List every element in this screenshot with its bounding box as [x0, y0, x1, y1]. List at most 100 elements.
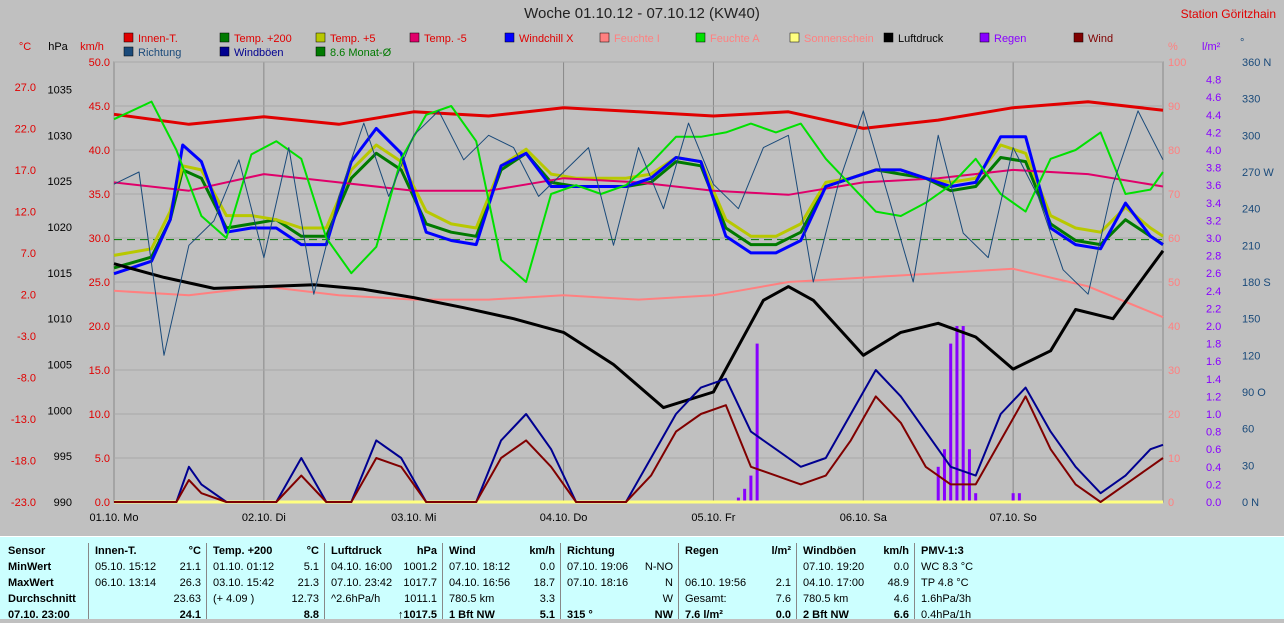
panel-cell: 21.3	[297, 577, 319, 589]
panel-cell: 07.10. 18:12	[449, 561, 511, 573]
tick-rain: 1.2	[1206, 391, 1221, 403]
tick-direction: 300	[1242, 130, 1260, 142]
panel-row: Luftdruck hPa	[325, 543, 443, 559]
axis-unit-temp: °C	[19, 41, 31, 53]
tick-rain: 2.6	[1206, 268, 1221, 280]
tick-wind: 20.0	[89, 321, 110, 333]
panel-cell: 1.6hPa/3h	[921, 593, 972, 605]
tick-humidity: 100	[1168, 57, 1186, 69]
panel-row: 780.5 km 4.6	[797, 591, 915, 607]
tick-rain: 1.0	[1206, 409, 1221, 421]
series-line-feuchte-i	[113, 267, 1164, 319]
tick-wind: 15.0	[89, 365, 110, 377]
tick-rain: 3.4	[1206, 198, 1221, 210]
panel-cell: 23.63	[173, 593, 201, 605]
panel-cell: NW	[654, 609, 673, 621]
tick-wind: 45.0	[89, 101, 110, 113]
tick-day: 05.10. Fr	[691, 512, 735, 524]
panel-col-sensor: Sensor MinWert MaxWert Durchschnitt 07.10. 2…	[0, 543, 88, 621]
tick-rain: 0.6	[1206, 444, 1221, 456]
panel-cell: km/h	[529, 545, 555, 557]
tick-rain: 0.8	[1206, 427, 1221, 439]
tick-temp: 7.0	[21, 248, 36, 260]
tick-direction: 360 N	[1242, 57, 1271, 69]
panel-cell: Gesamt:	[685, 593, 727, 605]
panel-cell: 03.10. 15:42	[213, 577, 275, 589]
series-line-temp-5	[113, 143, 1164, 257]
tick-pressure: 1005	[48, 360, 72, 372]
panel-cell: 07.10. 19:20	[803, 561, 865, 573]
panel-row: 780.5 km 3.3	[443, 591, 561, 607]
panel-row: Regen l/m²	[679, 543, 797, 559]
panel-row: 05.10. 15:12 21.1	[89, 559, 207, 575]
panel-cell: MaxWert	[8, 577, 54, 589]
panel-row: 2 Bft NW 6.6	[797, 607, 915, 623]
rain-bar	[749, 475, 753, 502]
axis-unit-rain: l/m²	[1202, 41, 1221, 53]
tick-rain: 4.0	[1206, 145, 1221, 157]
panel-row: W	[561, 591, 679, 607]
panel-cell: Regen	[685, 545, 719, 557]
tick-humidity: 10	[1168, 453, 1180, 465]
tick-rain: 0.2	[1206, 479, 1221, 491]
legend-swatch	[1073, 32, 1084, 43]
tick-temp: -8.0	[17, 372, 36, 384]
rain-bar	[1011, 493, 1015, 502]
legend-swatch	[219, 32, 230, 43]
legend-label: Sonnenschein	[804, 33, 874, 45]
tick-rain: 3.8	[1206, 163, 1221, 175]
legend-swatch	[695, 32, 706, 43]
panel-cell: 0.0	[775, 609, 791, 621]
tick-direction: 120	[1242, 350, 1260, 362]
panel-cell: Richtung	[567, 545, 615, 557]
tick-wind: 25.0	[89, 277, 110, 289]
rain-bar	[942, 449, 946, 502]
legend-label: Richtung	[138, 47, 181, 59]
tick-rain: 3.2	[1206, 215, 1221, 227]
panel-row	[679, 559, 797, 575]
panel-row: 07.10. 18:12 0.0	[443, 559, 561, 575]
tick-day: 07.10. So	[990, 512, 1037, 524]
rain-bar	[1017, 493, 1021, 502]
tick-humidity: 60	[1168, 233, 1180, 245]
panel-row: Richtung	[561, 543, 679, 559]
tick-direction: 60	[1242, 424, 1254, 436]
panel-row: ^2.6hPa/h 1011.1	[325, 591, 443, 607]
tick-humidity: 40	[1168, 321, 1180, 333]
panel-row: 07.10. 19:06 N-NO	[561, 559, 679, 575]
panel-cell: W	[662, 593, 673, 605]
tick-humidity: 50	[1168, 277, 1180, 289]
chart-title: Woche 01.10.12 - 07.10.12 (KW40)	[524, 5, 760, 22]
tick-day: 06.10. Sa	[840, 512, 888, 524]
tick-pressure: 1000	[48, 405, 72, 417]
panel-cell: 12.73	[291, 593, 319, 605]
tick-rain: 2.2	[1206, 303, 1221, 315]
rain-bar	[974, 493, 978, 502]
legend-label: Regen	[994, 33, 1026, 45]
panel-cell: 04.10. 16:00	[331, 561, 393, 573]
panel-cell: 2.1	[775, 577, 791, 589]
tick-rain: 1.6	[1206, 356, 1221, 368]
tick-pressure: 1035	[48, 85, 72, 97]
tick-rain: 2.0	[1206, 321, 1221, 333]
panel-cell: Wind	[449, 545, 476, 557]
tick-direction: 30	[1242, 460, 1254, 472]
panel-row: 07.10. 19:20 0.0	[797, 559, 915, 575]
legend-label: Windböen	[234, 47, 284, 59]
tick-direction: 330	[1242, 94, 1260, 106]
panel-row: 04.10. 16:56 18.7	[443, 575, 561, 591]
panel-cell: 6.6	[893, 609, 909, 621]
panel-row: PMV-1:3	[915, 543, 1035, 559]
tick-rain: 4.8	[1206, 75, 1221, 87]
tick-humidity: 20	[1168, 409, 1180, 421]
panel-cell: 1017.7	[403, 577, 437, 589]
tick-direction: 210	[1242, 240, 1260, 252]
panel-row: TP 4.8 °C	[915, 575, 1035, 591]
panel-cell: 0.4hPa/1h	[921, 609, 972, 621]
tick-pressure: 990	[54, 497, 72, 509]
tick-rain: 0.0	[1206, 497, 1221, 509]
panel-col-temp200: Temp. +200 °C 01.10. 01:12 5.1 03.10. 15:42 2…	[206, 543, 325, 621]
legend-swatch	[789, 32, 800, 43]
rain-bar	[967, 449, 971, 502]
tick-direction: 270 W	[1242, 167, 1274, 179]
